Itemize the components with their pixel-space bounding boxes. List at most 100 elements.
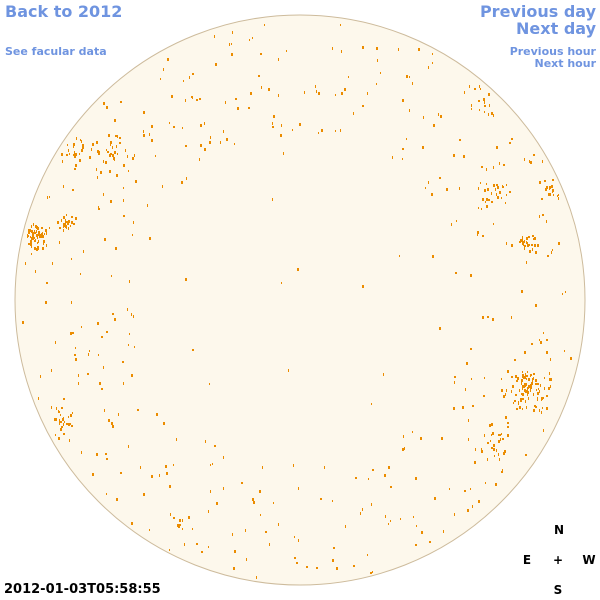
- facular-point: [88, 353, 89, 356]
- facular-point: [388, 523, 389, 525]
- facular-point: [472, 505, 473, 508]
- facular-point: [37, 235, 38, 238]
- facular-point: [131, 313, 132, 316]
- facular-point: [530, 384, 532, 387]
- facular-point: [496, 449, 497, 452]
- facular-point: [481, 208, 482, 210]
- facular-point: [529, 244, 530, 246]
- facular-point: [562, 293, 563, 295]
- facular-point: [304, 91, 305, 94]
- facular-point: [466, 362, 468, 365]
- facular-point: [478, 500, 480, 503]
- facular-point: [70, 414, 72, 417]
- facular-point: [558, 197, 559, 200]
- facular-point: [31, 253, 32, 255]
- facular-link[interactable]: See facular data: [5, 45, 107, 58]
- facular-point: [400, 518, 401, 520]
- facular-point: [82, 146, 84, 149]
- facular-point: [488, 113, 489, 116]
- facular-point: [231, 53, 233, 56]
- facular-point: [66, 423, 68, 425]
- facular-point: [231, 43, 232, 45]
- facular-point: [372, 469, 374, 471]
- facular-point: [66, 221, 68, 223]
- facular-point: [486, 183, 487, 185]
- facular-point: [296, 562, 298, 564]
- facular-point: [103, 160, 104, 163]
- facular-point: [249, 39, 250, 41]
- facular-point: [370, 572, 372, 574]
- facular-point: [22, 321, 24, 324]
- facular-point: [496, 184, 498, 186]
- facular-point: [535, 304, 537, 307]
- facular-point: [173, 517, 175, 519]
- facular-point: [115, 247, 117, 250]
- facular-point: [534, 405, 536, 407]
- facular-point: [533, 393, 534, 396]
- facular-point: [262, 466, 263, 469]
- facular-point: [73, 146, 74, 148]
- next-hour-link[interactable]: Next hour: [534, 57, 597, 70]
- facular-point: [528, 397, 529, 400]
- facular-point: [62, 160, 63, 163]
- facular-point: [522, 408, 523, 410]
- facular-point: [541, 398, 542, 401]
- facular-point: [537, 392, 539, 395]
- facular-point: [196, 99, 198, 101]
- facular-point: [522, 236, 523, 239]
- facular-point: [340, 129, 341, 132]
- facular-point: [32, 232, 34, 235]
- facular-point: [149, 529, 150, 531]
- facular-point: [116, 145, 117, 148]
- facular-point: [103, 193, 104, 196]
- facular-point: [546, 220, 547, 223]
- facular-point: [76, 137, 77, 140]
- facular-point: [516, 380, 518, 382]
- facular-point: [443, 530, 444, 533]
- facular-point: [192, 528, 193, 530]
- facular-point: [176, 438, 177, 441]
- facular-point: [64, 223, 66, 225]
- previous-hour-link[interactable]: Previous hour: [509, 45, 596, 58]
- facular-point: [464, 490, 466, 492]
- facular-point: [201, 551, 203, 553]
- facular-point: [498, 434, 499, 436]
- facular-point: [514, 359, 516, 361]
- facular-point: [120, 101, 122, 103]
- facular-point: [235, 98, 237, 100]
- facular-point: [67, 144, 68, 146]
- facular-point: [522, 393, 524, 396]
- facular-point: [553, 194, 554, 196]
- facular-point: [109, 134, 110, 136]
- facular-point: [471, 378, 472, 380]
- facular-point: [42, 235, 44, 238]
- facular-point: [415, 544, 417, 546]
- facular-point: [537, 383, 539, 385]
- facular-point: [49, 196, 50, 198]
- previous-day-link[interactable]: Previous day: [479, 2, 596, 21]
- facular-point: [353, 112, 354, 115]
- facular-point: [234, 143, 235, 145]
- facular-point: [123, 215, 125, 217]
- facular-point: [514, 400, 516, 402]
- facular-point: [541, 198, 543, 200]
- facular-point: [539, 215, 540, 218]
- facular-point: [68, 149, 69, 152]
- facular-point: [278, 523, 279, 526]
- facular-point: [122, 361, 124, 363]
- facular-point: [114, 318, 116, 321]
- facular-point: [481, 450, 483, 453]
- facular-point: [208, 546, 209, 548]
- facular-point: [524, 376, 526, 379]
- facular-point: [51, 406, 52, 409]
- back-link[interactable]: Back to 2012: [5, 2, 123, 21]
- facular-point: [526, 378, 527, 380]
- facular-point: [499, 162, 500, 165]
- facular-point: [525, 385, 526, 387]
- facular-point: [109, 170, 111, 173]
- facular-point: [272, 198, 273, 201]
- facular-point: [522, 398, 524, 400]
- next-day-link[interactable]: Next day: [516, 19, 596, 38]
- facular-point: [526, 375, 528, 377]
- facular-point: [522, 371, 523, 373]
